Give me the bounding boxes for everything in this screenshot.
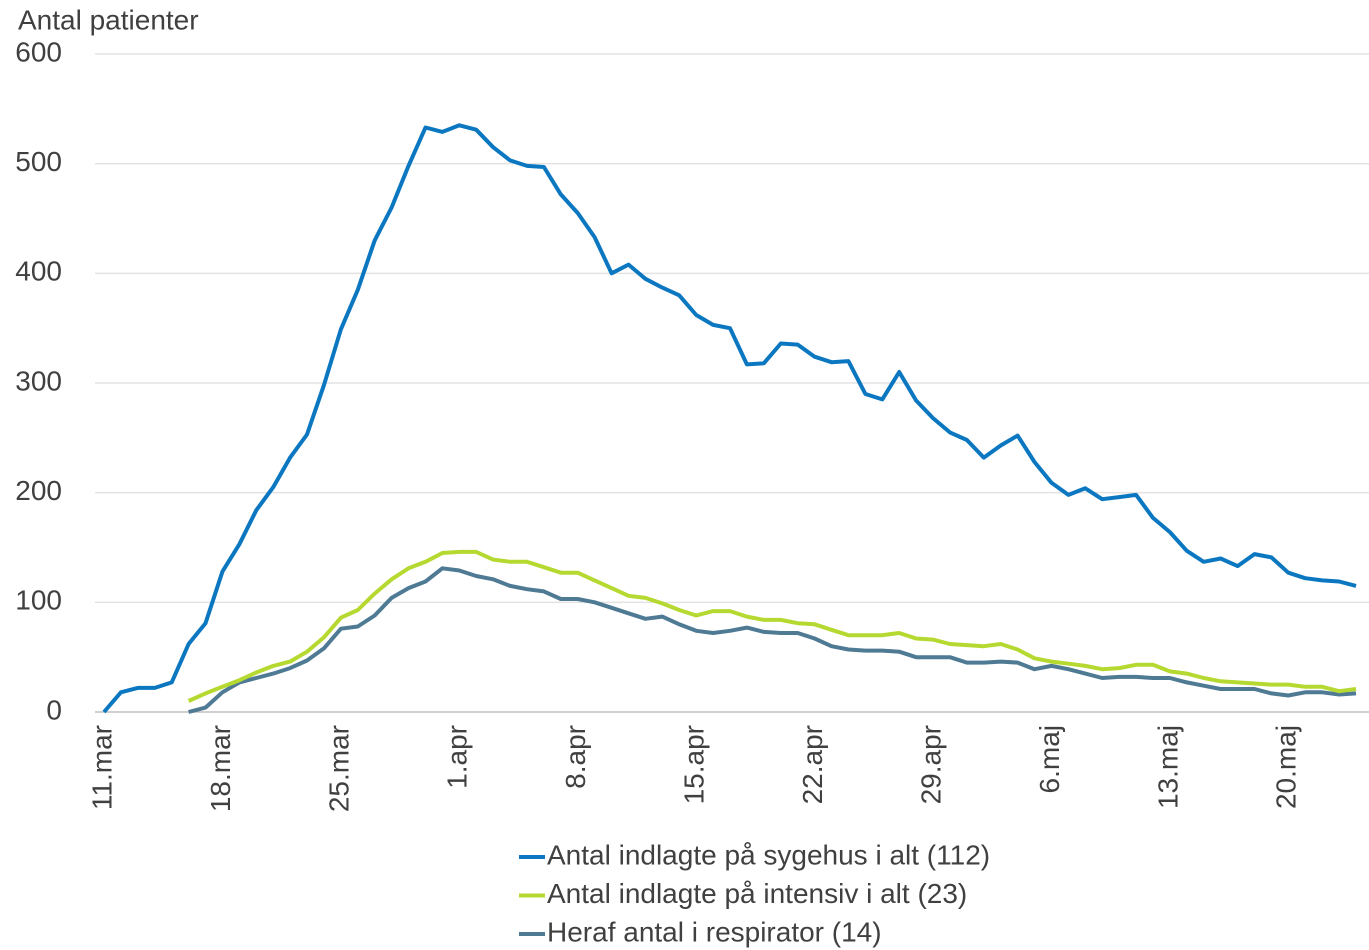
series-line [102,123,1357,714]
y-tick-label: 200 [15,475,62,506]
x-tick-label: 15.apr [679,725,710,804]
x-tick-label: 22.apr [797,725,828,804]
x-tick-label: 1.apr [442,725,473,789]
y-tick-label: 0 [46,694,62,725]
y-tick-label: 600 [15,36,62,67]
y-tick-label: 300 [15,365,62,396]
x-tick-label: 20.maj [1271,725,1302,809]
x-tick-label: 6.maj [1034,725,1065,793]
x-tick-label: 8.apr [560,725,591,789]
legend-label: Antal indlagte på sygehus i alt (112) [547,839,990,870]
legend-label: Heraf antal i respirator (14) [547,916,882,947]
x-tick-label: 11.mar [86,725,117,810]
series-line [187,549,1357,703]
y-tick-label: 100 [15,585,62,616]
x-tick-label: 18.mar [205,725,236,812]
x-tick-label: 25.mar [323,725,354,812]
y-tick-label: 400 [15,256,62,287]
x-tick-label: 13.maj [1152,725,1183,809]
series-line [188,566,1357,714]
y-axis-title: Antal patienter [18,4,199,35]
y-tick-label: 500 [15,146,62,177]
legend-label: Antal indlagte på intensiv i alt (23) [547,878,967,909]
x-tick-label: 29.apr [915,725,946,804]
